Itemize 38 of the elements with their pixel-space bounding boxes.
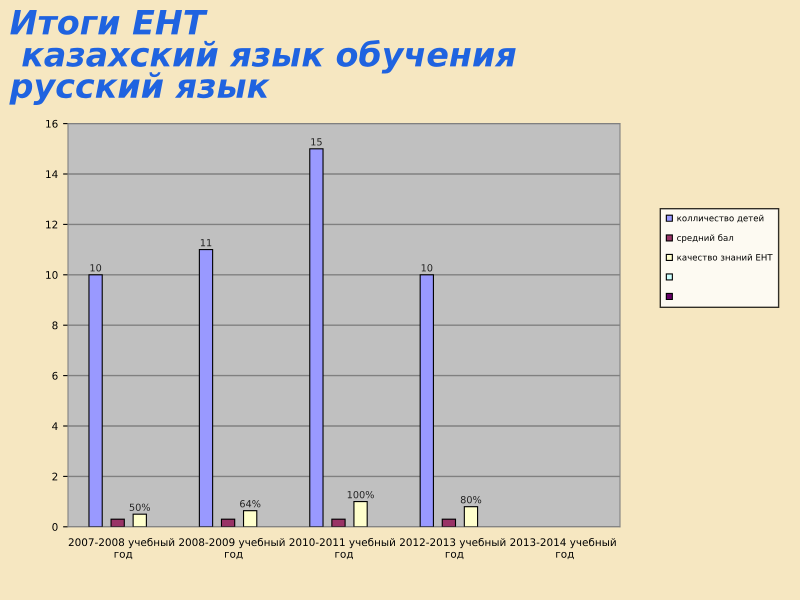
bar bbox=[442, 518, 456, 527]
bar bbox=[420, 274, 434, 527]
data-label: 10 bbox=[90, 264, 102, 272]
data-label: 80% bbox=[460, 496, 482, 504]
bar bbox=[331, 518, 346, 527]
x-tick-label: 2010-2011 учебный год bbox=[290, 538, 395, 560]
legend-label: средний бал bbox=[677, 234, 734, 243]
data-label: 100% bbox=[348, 490, 374, 498]
bar bbox=[110, 518, 125, 527]
data-label: 10 bbox=[422, 264, 432, 272]
data-label: 50% bbox=[130, 504, 150, 511]
y-tick-label: 4 bbox=[52, 422, 58, 430]
x-tick-label: 2013-2014 учебный год bbox=[510, 538, 616, 560]
x-tick-label: 2008-2009 учебный год bbox=[179, 538, 285, 560]
y-tick-label: 16 bbox=[46, 120, 58, 128]
data-label: 15 bbox=[311, 138, 322, 146]
y-tick-label: 10 bbox=[46, 271, 58, 279]
bar bbox=[220, 518, 236, 527]
y-tick-label: 14 bbox=[46, 170, 58, 178]
bar bbox=[132, 514, 147, 527]
y-tick-label: 6 bbox=[52, 372, 58, 380]
legend-label: колличество детей bbox=[677, 214, 764, 222]
x-tick-label: 2012-2013 учебный год bbox=[400, 538, 506, 560]
data-label: 64% bbox=[240, 500, 260, 508]
bar bbox=[464, 506, 478, 527]
y-tick-label: 8 bbox=[52, 321, 58, 330]
data-label: 11 bbox=[200, 239, 212, 246]
bar bbox=[309, 148, 324, 527]
bar bbox=[242, 510, 258, 527]
bar bbox=[198, 249, 214, 527]
y-tick-label: 0 bbox=[52, 523, 58, 531]
bar bbox=[88, 274, 103, 527]
bar bbox=[353, 501, 368, 527]
y-tick-label: 12 bbox=[46, 220, 58, 228]
legend-label: качество знаний ЕНТ bbox=[677, 254, 773, 261]
x-tick-label: 2007-2008 учебный год bbox=[68, 538, 174, 560]
y-tick-label: 2 bbox=[52, 472, 58, 480]
chart-title: Итоги ЕНТ казахский язык обучения русский язык bbox=[9, 10, 516, 105]
